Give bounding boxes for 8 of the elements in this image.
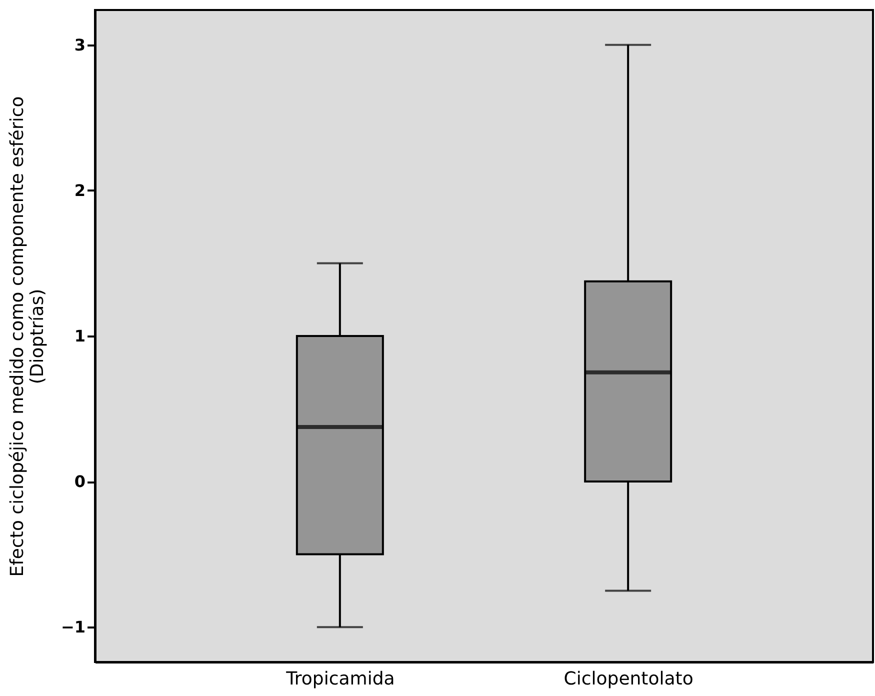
x-tick-label: Ciclopentolato — [564, 668, 694, 690]
x-tick-label: Tropicamida — [285, 668, 395, 690]
y-tick-label: −1 — [60, 618, 86, 637]
y-tick-label: 3 — [74, 35, 86, 54]
y-tick-label: 1 — [74, 326, 86, 346]
y-axis-title: Efecto ciclopéjico medido como componente esférico (Dioptrías) — [6, 96, 48, 577]
y-tick-label: 2 — [74, 180, 86, 200]
y-tick-label: 0 — [74, 472, 86, 492]
